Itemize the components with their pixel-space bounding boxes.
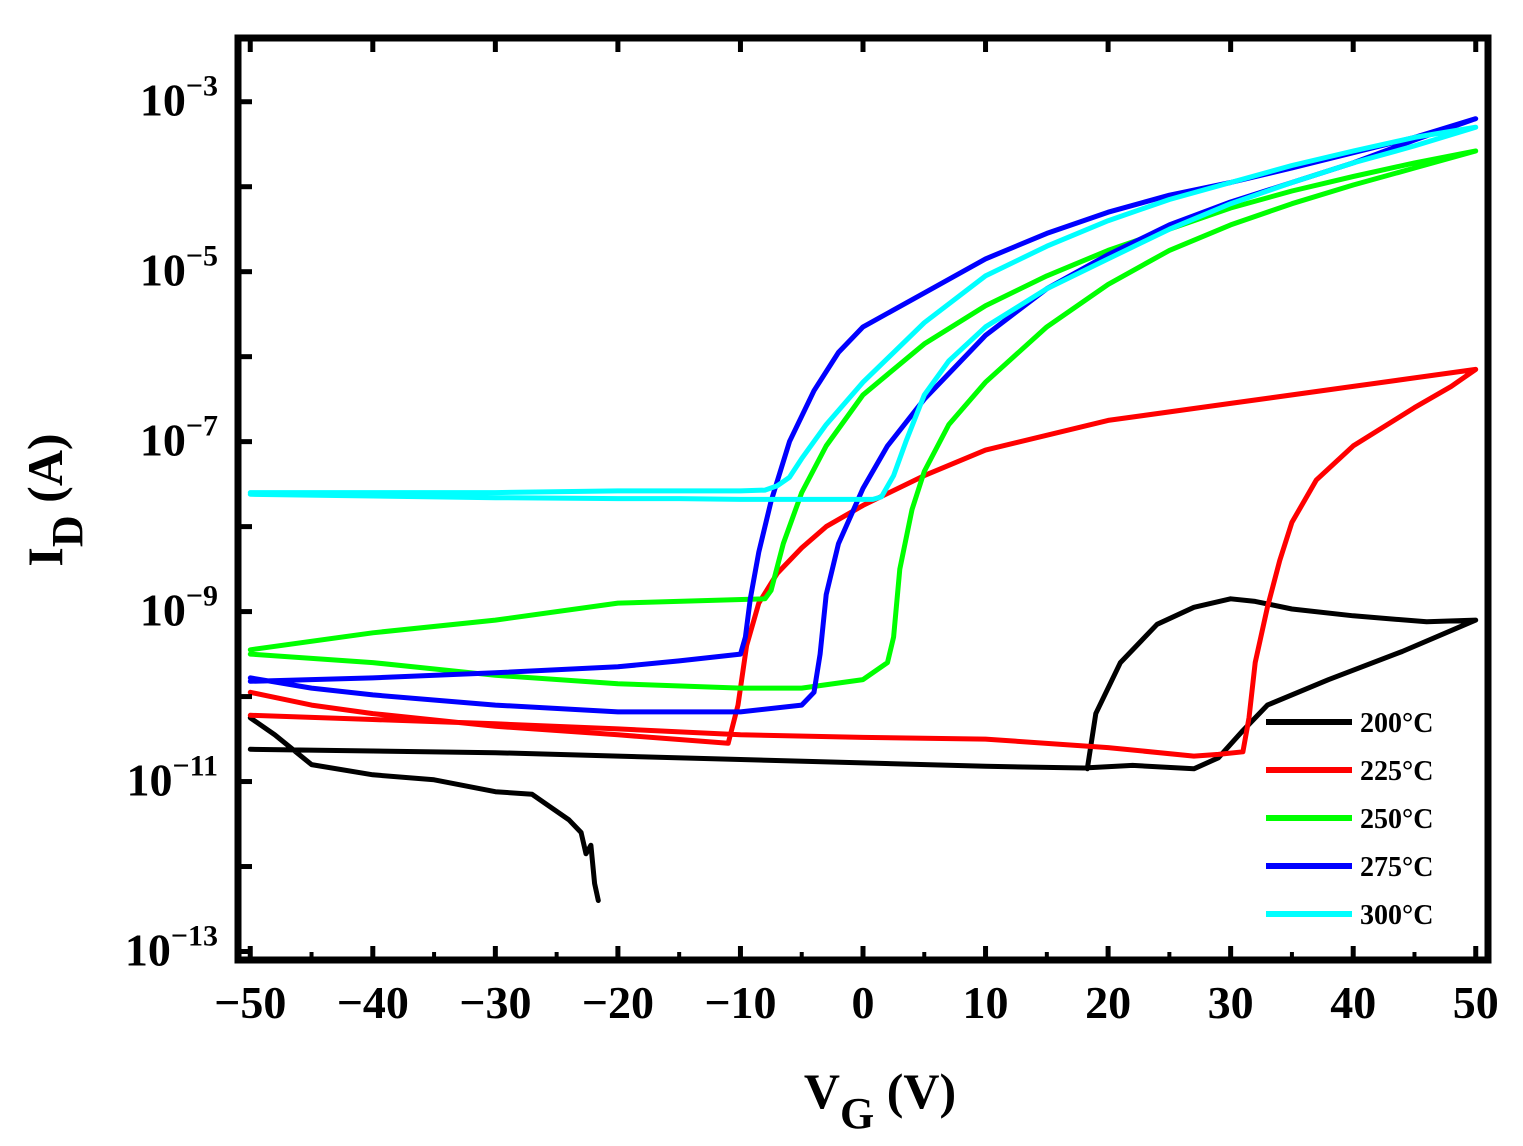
x-tick-label: 0	[852, 977, 875, 1028]
x-tick-label: −40	[337, 977, 409, 1028]
legend-label: 300°C	[1360, 900, 1433, 931]
y-tick-label: 10−11	[127, 750, 218, 806]
legend-label: 250°C	[1360, 804, 1433, 835]
series-line-200c	[247, 596, 1479, 903]
legend-label: 225°C	[1360, 756, 1433, 787]
series-layer	[247, 116, 1479, 903]
x-tick-label: −10	[704, 977, 776, 1028]
y-axis-label: ID (A)	[17, 433, 92, 566]
x-tick-label: 30	[1208, 977, 1254, 1028]
legend-label: 275°C	[1360, 852, 1433, 883]
x-tick-label: −50	[214, 977, 286, 1028]
y-tick-label: 10−13	[125, 920, 218, 976]
y-tick-label: 10−3	[140, 70, 218, 126]
y-tick-label: 10−7	[140, 410, 218, 466]
series-line-300c	[247, 124, 1479, 502]
x-axis-label: VG (V)	[804, 1063, 956, 1138]
axis-labels: VG (V) ID (A)	[17, 433, 956, 1138]
series-line-225c	[247, 366, 1479, 759]
x-tick-label: 20	[1085, 977, 1131, 1028]
y-tick-label: 10−5	[140, 240, 218, 296]
series-line-250c	[247, 148, 1479, 691]
x-tick-label: 10	[963, 977, 1009, 1028]
x-tick-label: 40	[1330, 977, 1376, 1028]
tick-layer: −50 −40 −30 −20 −10 0 10 20 30 40 50 10−3 10−5 10−7 10…	[125, 38, 1499, 1028]
legend: 200°C 225°C 250°C 275°C 300°C	[1266, 708, 1433, 931]
y-tick-label: 10−9	[140, 580, 218, 636]
x-tick-label: −30	[459, 977, 531, 1028]
series-line-275c	[247, 116, 1479, 715]
x-tick-label: 50	[1453, 977, 1499, 1028]
x-tick-label: −20	[582, 977, 654, 1028]
legend-label: 200°C	[1360, 708, 1433, 739]
